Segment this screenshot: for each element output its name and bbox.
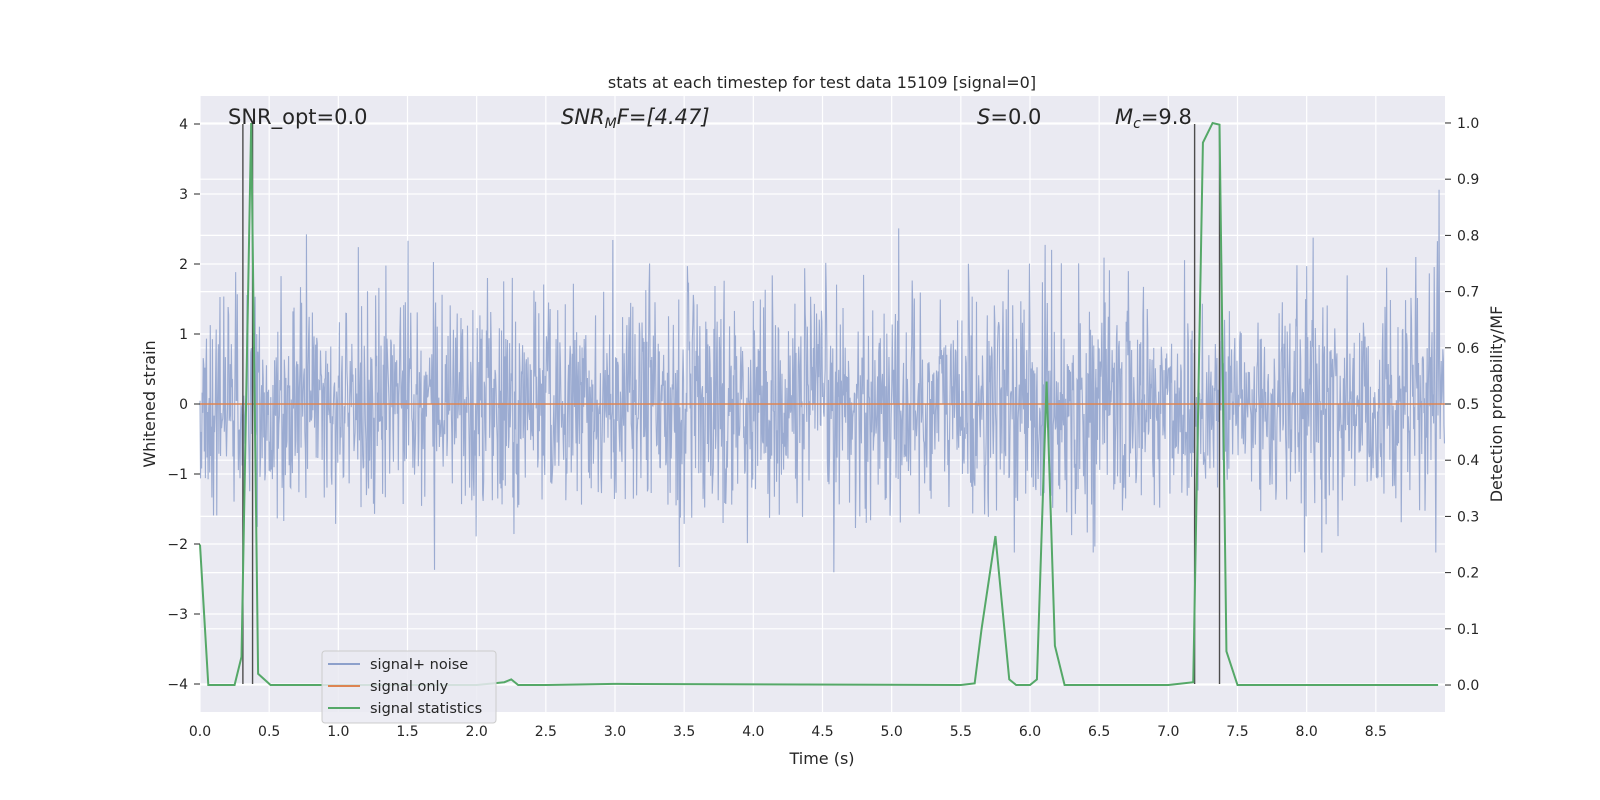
annotation-s: S=0.0 [977,105,1041,129]
annotation-snr-mf-base: SNR [561,105,605,129]
x-tick-label: 5.0 [881,724,903,740]
y2-tick-label: 0.3 [1457,509,1479,525]
annotations: SNR_opt=0.0 SNRMF=[4.47] S=0.0 Mc=9.8 [228,105,1192,132]
y-tick-label: 2 [179,257,188,273]
x-tick-label: 8.5 [1365,724,1387,740]
y2-tick-label: 0.5 [1457,397,1479,413]
x-tick-label: 1.5 [396,724,418,740]
y2-tick-label: 0.2 [1457,566,1479,582]
annotation-s-var: S [977,105,990,129]
y-tick-label: 3 [179,187,188,203]
annotation-snr-mf-sub: M [605,116,617,132]
x-tick-label: 1.0 [327,724,349,740]
y2-axis-label: Detection probability/MF [1487,306,1506,503]
legend-label-signal-statistics: signal statistics [370,701,482,717]
x-tick-label: 2.0 [466,724,488,740]
x-tick-label: 8.0 [1296,724,1318,740]
y2-tick-label: 0.1 [1457,622,1479,638]
annotation-snr-mf-rest: F=[4.47] [617,105,710,129]
legend: signal+ noise signal only signal statist… [321,650,497,724]
x-tick-label: 4.5 [811,724,833,740]
y2-tick-label: 0.4 [1457,453,1479,469]
x-tick-label: 2.5 [535,724,557,740]
x-tick-label: 6.0 [1019,724,1041,740]
legend-label-signal-noise: signal+ noise [370,657,468,673]
x-tick-label: 7.5 [1226,724,1248,740]
y-tick-label: −2 [167,537,188,553]
annotation-mc-rest: =9.8 [1141,105,1192,129]
chart-title: stats at each timestep for test data 151… [608,73,1036,92]
statistics-line [199,121,1439,687]
x-tick-label: 4.0 [742,724,764,740]
y2-tick-label: 1.0 [1457,116,1479,132]
y2-tick-label: 0.7 [1457,285,1479,301]
annotation-mc: Mc=9.8 [1115,105,1192,132]
annotation-snr-opt: SNR_opt=0.0 [228,105,368,130]
y-tick-label: −1 [167,467,188,483]
y2-tick-label: 0.9 [1457,172,1479,188]
y-tick-label: −3 [167,607,188,623]
x-tick-label: 6.5 [1088,724,1110,740]
legend-box [321,650,497,724]
x-tick-label: 0.5 [258,724,280,740]
annotation-snr-mf: SNRMF=[4.47] [561,105,710,132]
x-tick-label: 3.5 [673,724,695,740]
annotation-mc-var: M [1115,105,1133,129]
y-tick-label: 4 [179,117,188,133]
y-tick-label: −4 [167,677,188,693]
y-axis-label: Whitened strain [140,340,159,467]
x-tick-label: 5.5 [950,724,972,740]
y2-tick-label: 0.0 [1457,678,1479,694]
ticks: 0.0 0.5 1.0 1.5 2.0 2.5 3.0 3.5 4.0 4.5 5.0 5.5 6.0 6… [167,116,1479,740]
noise-trace [199,189,1446,573]
x-tick-label: 3.0 [604,724,626,740]
y-tick-label: 0 [179,397,188,413]
x-axis-label: Time (s) [788,749,854,768]
series-signal-statistics [199,121,1439,687]
y2-tick-label: 0.8 [1457,228,1479,244]
y-tick-label: 1 [179,327,188,343]
annotation-mc-sub: c [1133,116,1141,132]
x-tick-label: 0.0 [189,724,211,740]
x-tick-label: 7.0 [1157,724,1179,740]
annotation-s-rest: =0.0 [990,105,1041,129]
series-signal-noise [199,189,1446,573]
y2-tick-label: 0.6 [1457,341,1479,357]
legend-label-signal-only: signal only [370,679,449,695]
